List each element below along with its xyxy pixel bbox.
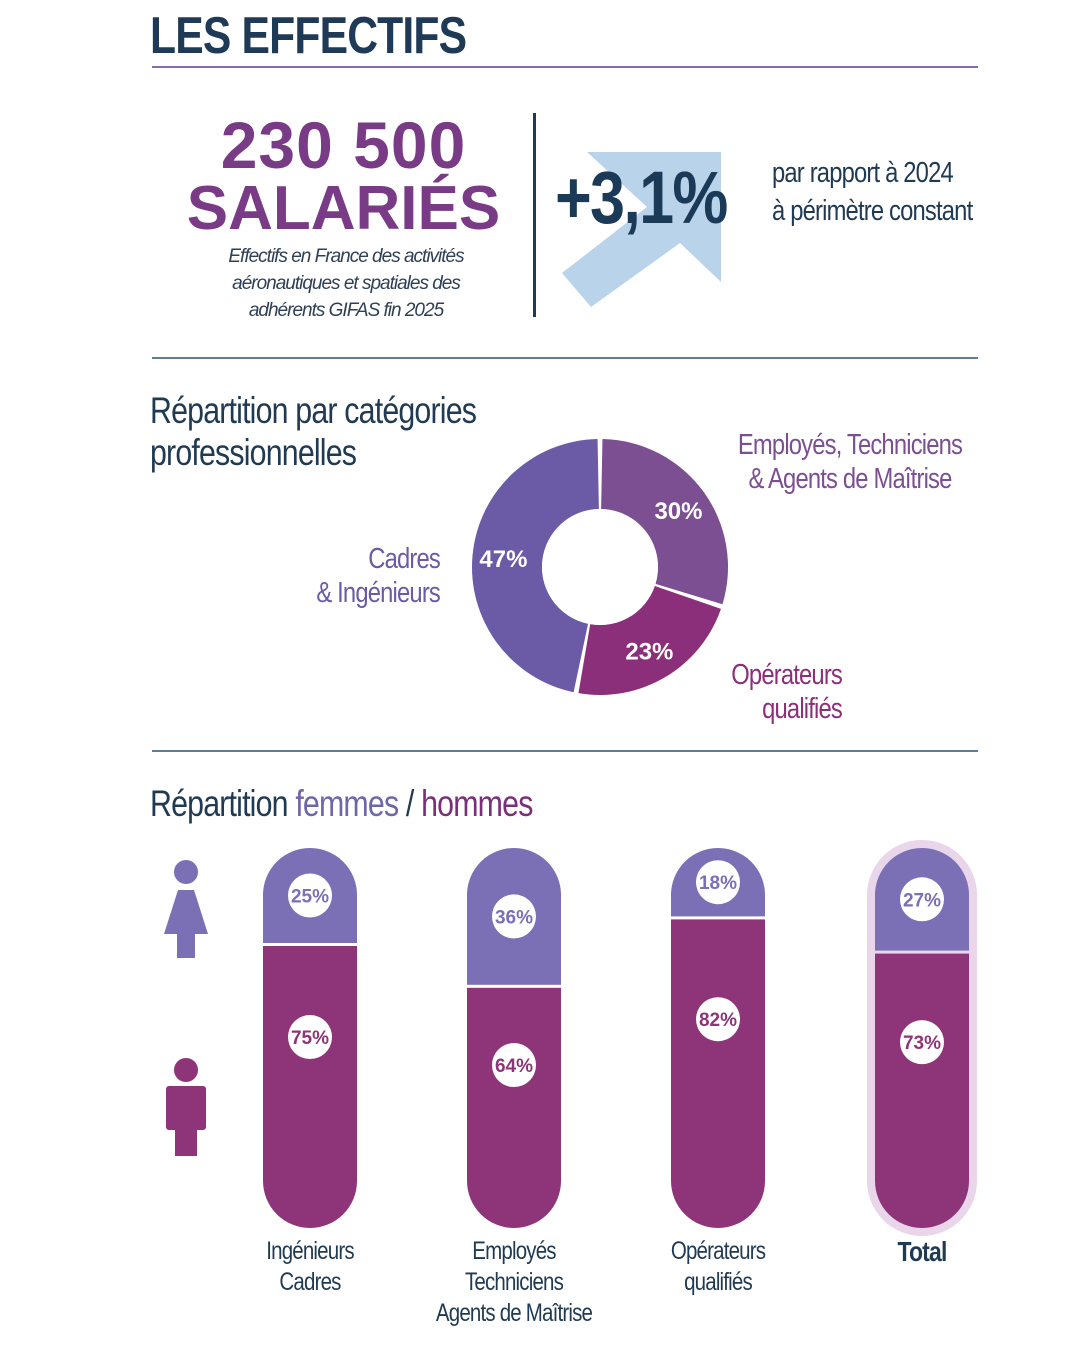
gender-title-sep: / bbox=[398, 783, 422, 824]
gender-bar-chart: 25% 75% 36% 64% 18% 82% 27% 73% bbox=[263, 840, 977, 1236]
donut-label-operateurs: Opérateurs qualifiés bbox=[678, 658, 843, 726]
bar-category-label-line: Ingénieurs bbox=[266, 1237, 354, 1265]
woman-icon bbox=[164, 860, 208, 958]
gender-title-prefix: Répartition bbox=[150, 783, 296, 824]
donut-label-line: Cadres bbox=[368, 543, 441, 575]
bar-segment-men bbox=[263, 946, 357, 1228]
headline-caption: Effectifs en France des activités aérona… bbox=[196, 243, 496, 324]
categories-title-line: Répartition par catégories bbox=[150, 390, 477, 431]
categories-title: Répartition par catégories professionnel… bbox=[150, 390, 477, 474]
label-badge bbox=[900, 1020, 944, 1065]
section-divider bbox=[152, 357, 978, 359]
bar-category-label-line: Cadres bbox=[279, 1268, 341, 1296]
donut-label-line: & Ingénieurs bbox=[316, 577, 440, 609]
label-badge bbox=[492, 1043, 536, 1088]
donut-label-line: qualifiés bbox=[762, 693, 843, 725]
bar-segment-men bbox=[875, 953, 969, 1228]
bar-category-label-line: Employés bbox=[472, 1237, 556, 1265]
gender-title-women: femmes bbox=[295, 783, 399, 824]
bar-category-label: Ingénieurs Cadres bbox=[228, 1236, 392, 1298]
label-badge bbox=[696, 997, 740, 1042]
man-icon bbox=[166, 1058, 206, 1156]
bar-label-men: 73% bbox=[903, 1033, 941, 1054]
donut-label-line: Opérateurs bbox=[731, 659, 843, 691]
bar-category-label-line: qualifiés bbox=[684, 1268, 753, 1296]
growth-text: par rapport à 2024 à périmètre constant bbox=[772, 154, 973, 230]
donut-pct-etam: 30% bbox=[654, 498, 702, 525]
bar-category-label-line: Opérateurs bbox=[670, 1237, 766, 1265]
growth-value: +3,1% bbox=[555, 156, 728, 239]
up-right-arrow-icon bbox=[562, 152, 721, 307]
bar-segment-men bbox=[467, 987, 561, 1228]
donut-hole bbox=[542, 509, 658, 625]
bar-group: 25% 75% bbox=[263, 848, 357, 1228]
donut-pct-operateurs: 23% bbox=[625, 638, 673, 665]
headline-number: 230 500 bbox=[220, 108, 467, 182]
headline-caption-line: adhérents GIFAS fin 2025 bbox=[248, 300, 444, 321]
label-badge bbox=[288, 1015, 332, 1060]
bar-segment-men bbox=[671, 919, 765, 1228]
label-badge bbox=[696, 860, 740, 905]
bar-category-label-line: Total bbox=[897, 1236, 947, 1267]
donut-label-etam: Employés, Techniciens & Agents de Maîtri… bbox=[727, 428, 973, 496]
bar-group: 27% 73% bbox=[867, 840, 977, 1236]
label-badge bbox=[492, 894, 536, 939]
bar-label-women: 27% bbox=[903, 890, 941, 911]
donut-label-line: & Agents de Maîtrise bbox=[748, 463, 952, 495]
bar-label-men: 82% bbox=[699, 1010, 737, 1031]
headline-unit: SALARIÉS bbox=[186, 174, 501, 243]
bar-category-label: Employés Techniciens Agents de Maîtrise bbox=[432, 1236, 596, 1329]
bar-category-label: Total bbox=[840, 1236, 1004, 1267]
bar-label-women: 18% bbox=[699, 873, 737, 894]
bar-label-men: 64% bbox=[495, 1056, 533, 1077]
vertical-separator bbox=[533, 113, 536, 317]
bar-label-men: 75% bbox=[291, 1028, 329, 1049]
donut-pct-cadres: 47% bbox=[479, 546, 527, 573]
growth-text-line: par rapport à 2024 bbox=[772, 157, 954, 189]
section-divider bbox=[152, 750, 978, 752]
label-badge bbox=[900, 877, 944, 922]
donut-slice-cadres bbox=[471, 439, 599, 693]
page-title: LES EFFECTIFS bbox=[150, 7, 467, 65]
donut-slice-etam bbox=[601, 439, 728, 605]
growth-text-line: à périmètre constant bbox=[772, 195, 973, 227]
donut-label-cadres: Cadres & Ingénieurs bbox=[276, 542, 440, 610]
bar-group: 36% 64% bbox=[467, 848, 561, 1228]
headline-caption-line: Effectifs en France des activités bbox=[228, 246, 464, 267]
label-badge bbox=[288, 873, 332, 918]
gender-title: Répartition femmes / hommes bbox=[150, 783, 533, 825]
bar-category-label-line: Techniciens bbox=[464, 1268, 564, 1296]
categories-title-line: professionnelles bbox=[150, 432, 357, 473]
gender-title-men: hommes bbox=[421, 783, 533, 824]
bar-label-women: 25% bbox=[291, 887, 329, 908]
bar-label-women: 36% bbox=[495, 907, 533, 928]
donut-chart: 30% 23% 47% bbox=[471, 439, 728, 695]
donut-label-line: Employés, Techniciens bbox=[737, 429, 963, 461]
bar-group: 18% 82% bbox=[671, 848, 765, 1228]
donut-slice-operateurs bbox=[578, 585, 721, 695]
bar-category-label: Opérateurs qualifiés bbox=[636, 1236, 800, 1298]
bar-category-label-line: Agents de Maîtrise bbox=[435, 1299, 593, 1327]
title-divider bbox=[152, 66, 978, 68]
headline-caption-line: aéronautiques et spatiales des bbox=[232, 273, 461, 294]
